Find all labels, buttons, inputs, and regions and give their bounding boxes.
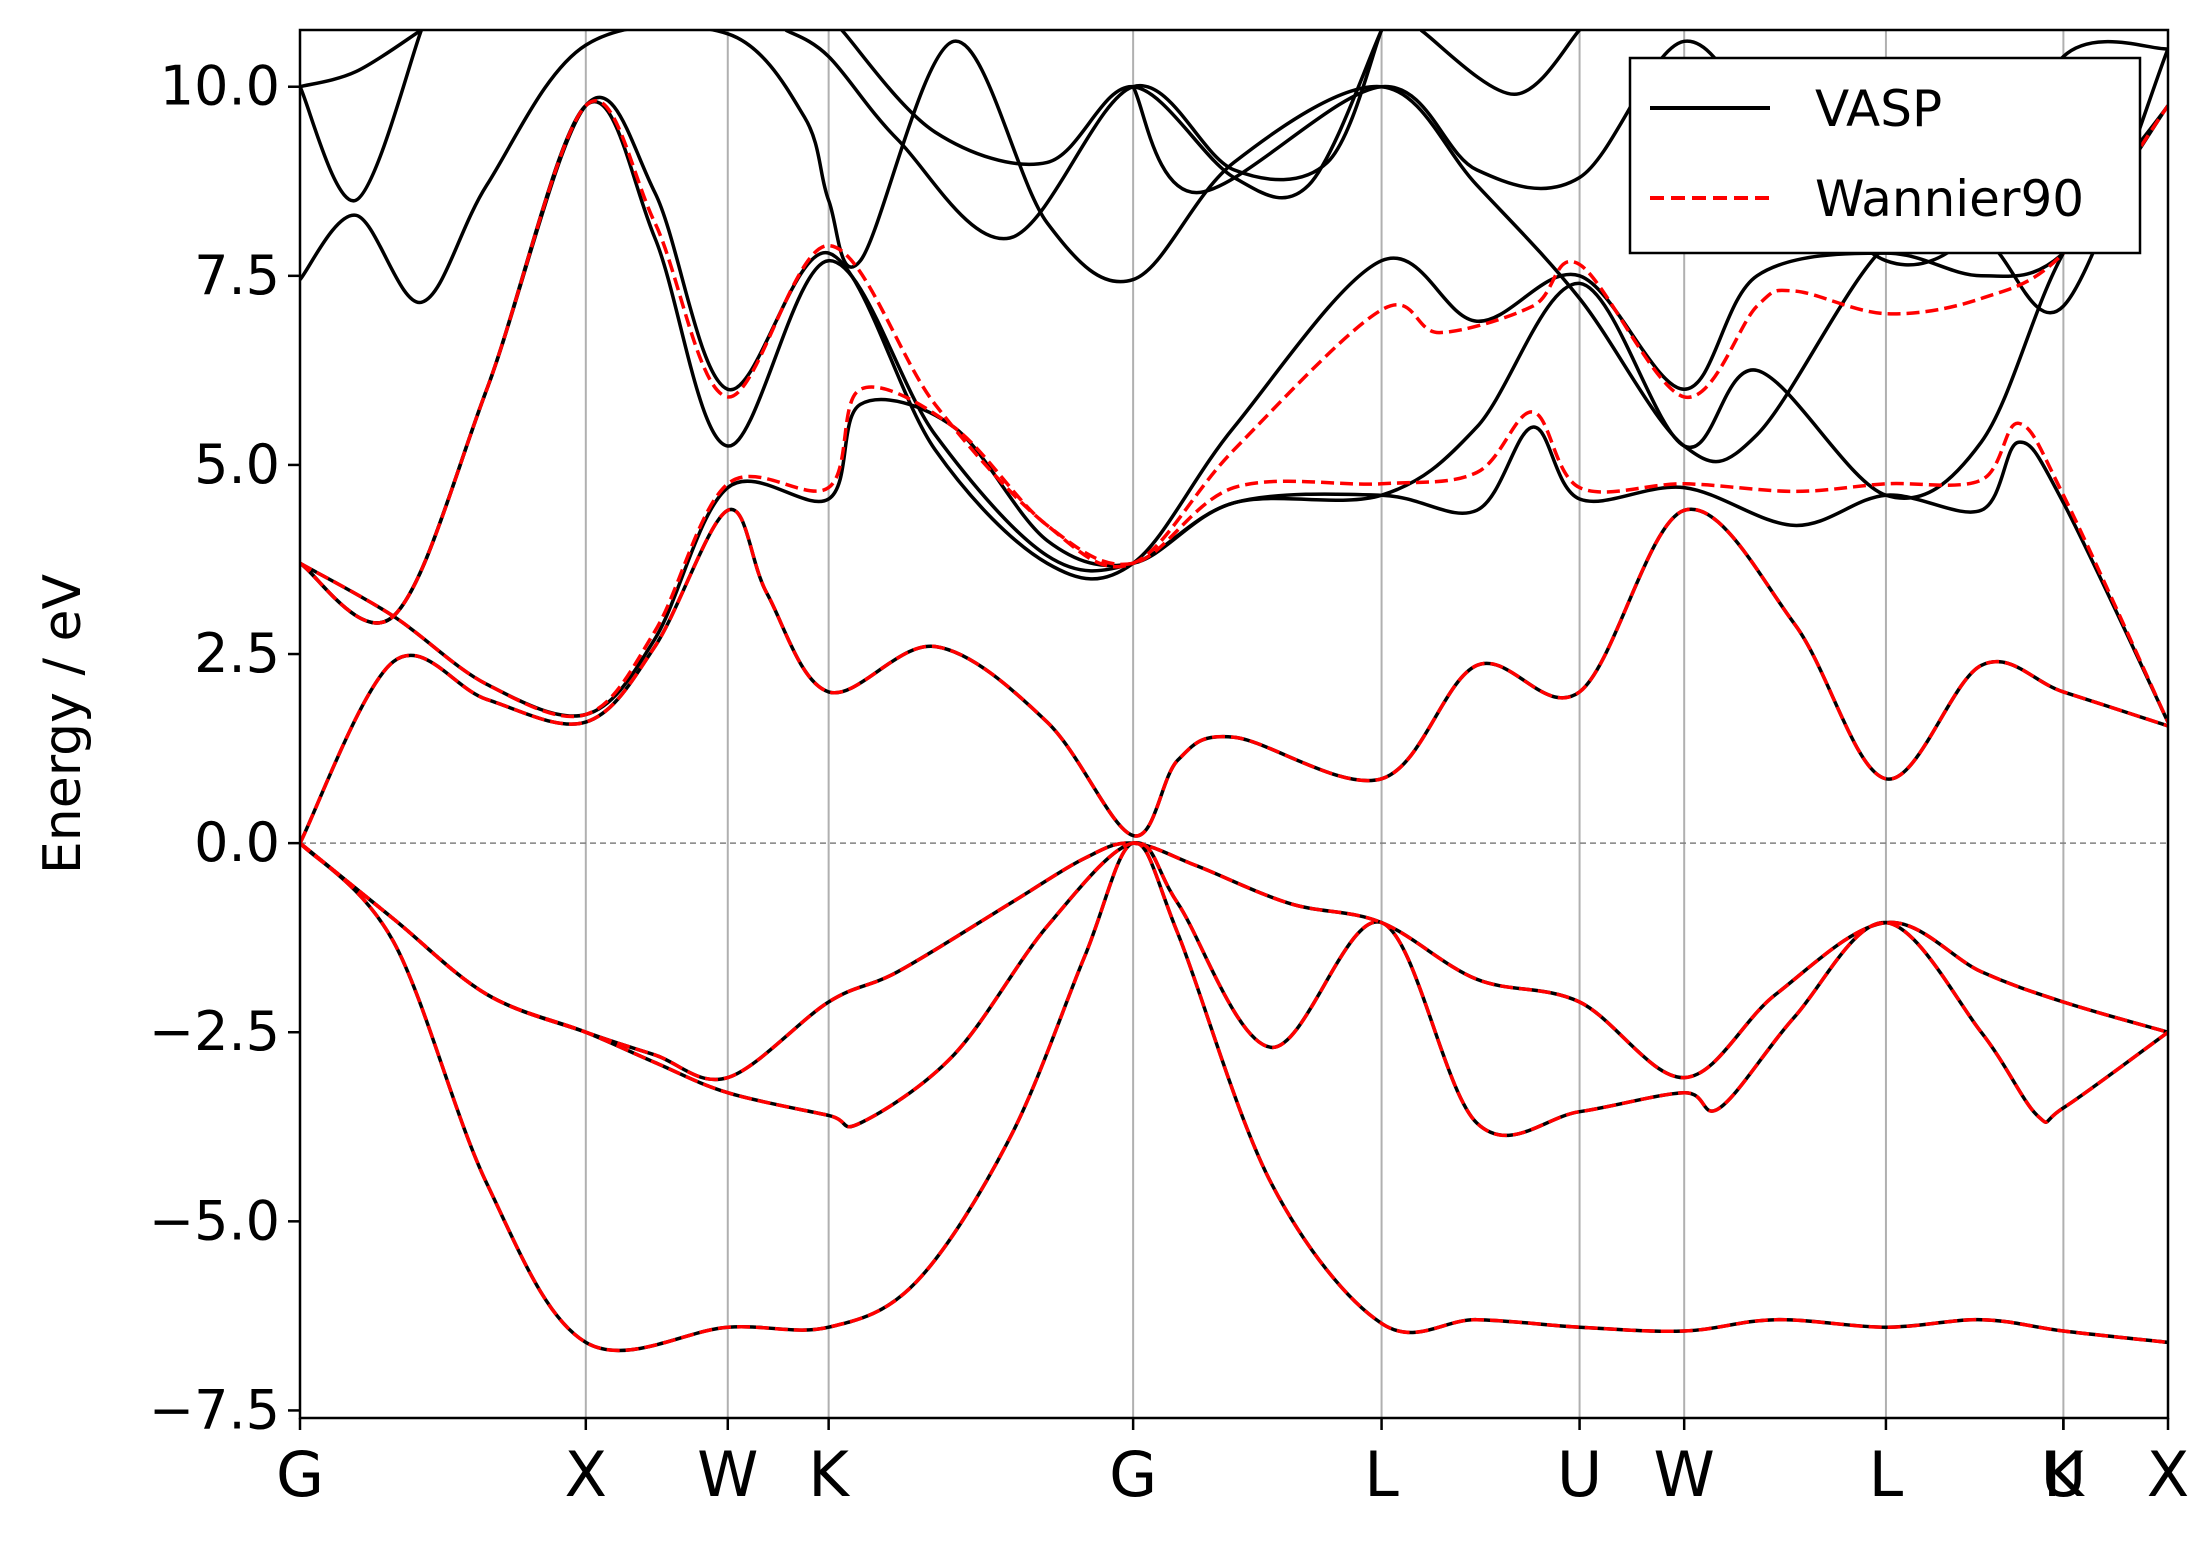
vasp-band-13 <box>1419 30 1581 97</box>
wannier90-band-3 <box>300 507 2168 844</box>
wannier90-band-1 <box>300 841 2168 1137</box>
vasp-band-12 <box>840 30 1384 200</box>
wannier90-band-0 <box>300 841 2168 1353</box>
vasp-band-9 <box>300 30 423 89</box>
x-tick-label-10: U <box>2041 1438 2086 1511</box>
vasp-band-11 <box>784 30 1384 241</box>
x-tick-label-2: W <box>697 1438 758 1511</box>
x-tick-label-3: K <box>808 1438 850 1511</box>
y-tick-label-1: −5.0 <box>149 1189 280 1252</box>
vasp-band-3 <box>300 507 2168 844</box>
y-tick-label-4: 2.5 <box>194 622 280 685</box>
x-axis: G X W K G L U W L KU X <box>276 1418 2189 1511</box>
y-tick-label-2: −2.5 <box>149 1000 280 1063</box>
x-tick-label-11: X <box>2147 1438 2189 1511</box>
legend: VASP Wannier90 <box>1628 56 2142 255</box>
x-tick-label-9: K <box>2043 1438 2085 1511</box>
legend-box <box>1628 56 2142 255</box>
bands-group <box>300 30 2168 1353</box>
y-tick-label-5: 5.0 <box>194 433 280 496</box>
y-axis: −7.5 −5.0 −2.5 0.0 2.5 5.0 7.5 10.0 <box>149 55 300 1441</box>
series-wannier90 <box>300 99 2168 1353</box>
x-tick-label-4: G <box>1109 1438 1157 1511</box>
y-tick-label-7: 10.0 <box>160 55 280 118</box>
wannier90-band-4 <box>300 385 2168 723</box>
vasp-band-2 <box>300 841 2168 1082</box>
y-tick-label-3: 0.0 <box>194 811 280 874</box>
y-tick-label-6: 7.5 <box>194 244 280 307</box>
vasp-band-8 <box>300 30 424 203</box>
x-tick-label-6: U <box>1557 1438 1602 1511</box>
plot-frame <box>298 28 2170 1420</box>
x-tick-label-5: L <box>1364 1438 1399 1511</box>
vasp-band-7 <box>300 30 2168 464</box>
x-tick-label-8: L <box>1869 1438 1904 1511</box>
x-tick-label-0: G <box>276 1438 324 1511</box>
y-tick-label-0: −7.5 <box>149 1378 280 1441</box>
x-tick-label-1: X <box>565 1438 607 1511</box>
x-tick-label-7: W <box>1654 1438 1715 1511</box>
wannier90-band-2 <box>300 841 2168 1082</box>
legend-label-wannier90: Wannier90 <box>1815 170 2084 228</box>
wannier90-band-5 <box>300 99 2168 625</box>
legend-label-vasp: VASP <box>1815 80 1942 138</box>
y-axis-label: Energy / eV <box>33 573 93 874</box>
